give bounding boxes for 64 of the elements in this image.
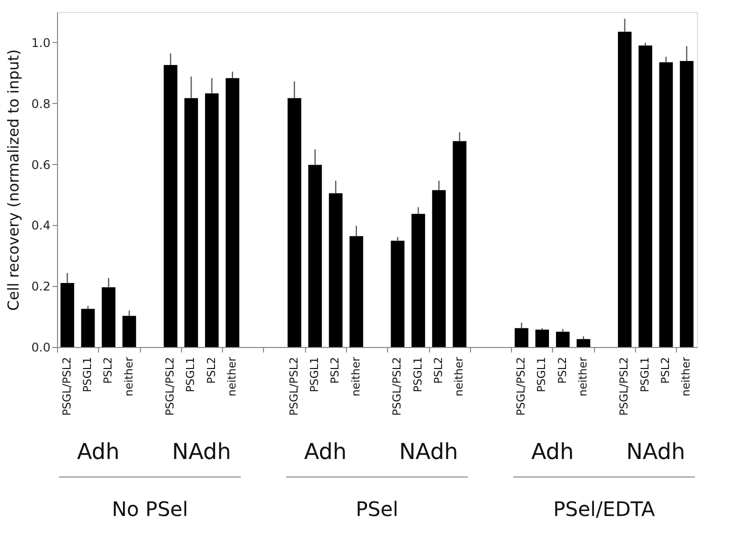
y-tick-label: 1.0 [31, 36, 50, 50]
bar [205, 93, 219, 347]
bar [308, 164, 322, 347]
bar [102, 287, 116, 347]
x-tick-label: PSGL/PSL2 [618, 357, 631, 416]
y-tick-label: 0.4 [31, 218, 50, 233]
y-tick-label: 0.6 [31, 158, 50, 172]
bar [226, 78, 240, 347]
bar [535, 330, 549, 347]
x-tick-label: PSGL/PSL2 [390, 357, 404, 416]
text: NAdh [626, 440, 686, 465]
y-tick-label: 0.2 [31, 280, 50, 294]
bar [164, 64, 178, 347]
x-tick-label: neither [122, 356, 136, 396]
bar [680, 61, 694, 347]
bar [288, 98, 302, 347]
text: NAdh [172, 440, 232, 465]
bar [432, 190, 446, 347]
text: PSel [356, 497, 398, 521]
bar [184, 98, 198, 347]
y-axis-title: Cell recovery (normalized to input) [4, 49, 22, 311]
text: NAdh [399, 440, 458, 465]
bar [350, 236, 364, 347]
x-tick-label: neither [576, 356, 590, 396]
x-tick-label: neither [349, 356, 362, 396]
bar [514, 328, 528, 347]
bar [390, 240, 404, 347]
bar [618, 32, 632, 347]
x-tick-label: PSL2 [556, 357, 569, 384]
y-tick-label: 0.8 [31, 96, 50, 111]
x-tick-label: PSL2 [102, 357, 115, 384]
text: No PSel [112, 497, 188, 521]
x-tick-label: PSGL/PSL2 [60, 357, 74, 416]
x-tick-label: PSGL/PSL2 [514, 357, 528, 416]
bar [411, 214, 426, 347]
bar [576, 339, 590, 347]
text: Adh [304, 440, 347, 465]
x-tick-label: PSL2 [204, 357, 218, 384]
x-tick-label: PSL2 [659, 357, 672, 384]
x-tick-label: PSL2 [328, 357, 342, 384]
x-tick-label: PSGL/PSL2 [164, 357, 177, 416]
x-tick-label: PSGL/PSL2 [287, 357, 300, 416]
text: Adh [531, 440, 574, 465]
x-tick-label: neither [452, 356, 466, 396]
text: PSel/EDTA [553, 497, 656, 521]
bar [81, 308, 95, 347]
x-tick-label: neither [680, 356, 693, 396]
bar [452, 141, 466, 347]
bar [122, 316, 136, 347]
x-tick-label: PSGL1 [638, 357, 652, 392]
x-tick-label: PSGL1 [411, 357, 424, 392]
bar [556, 332, 570, 347]
x-tick-label: PSL2 [432, 357, 445, 384]
bar [328, 193, 343, 347]
text: Adh [77, 440, 120, 465]
x-tick-label: PSGL1 [184, 357, 198, 392]
bar [659, 62, 673, 347]
y-tick-label: 0.0 [31, 340, 50, 354]
bar [60, 283, 74, 347]
x-tick-label: PSGL1 [535, 357, 548, 392]
bar [638, 46, 652, 347]
x-tick-label: neither [225, 356, 238, 396]
x-tick-label: PSGL1 [80, 357, 94, 392]
x-tick-label: PSGL1 [308, 357, 322, 392]
